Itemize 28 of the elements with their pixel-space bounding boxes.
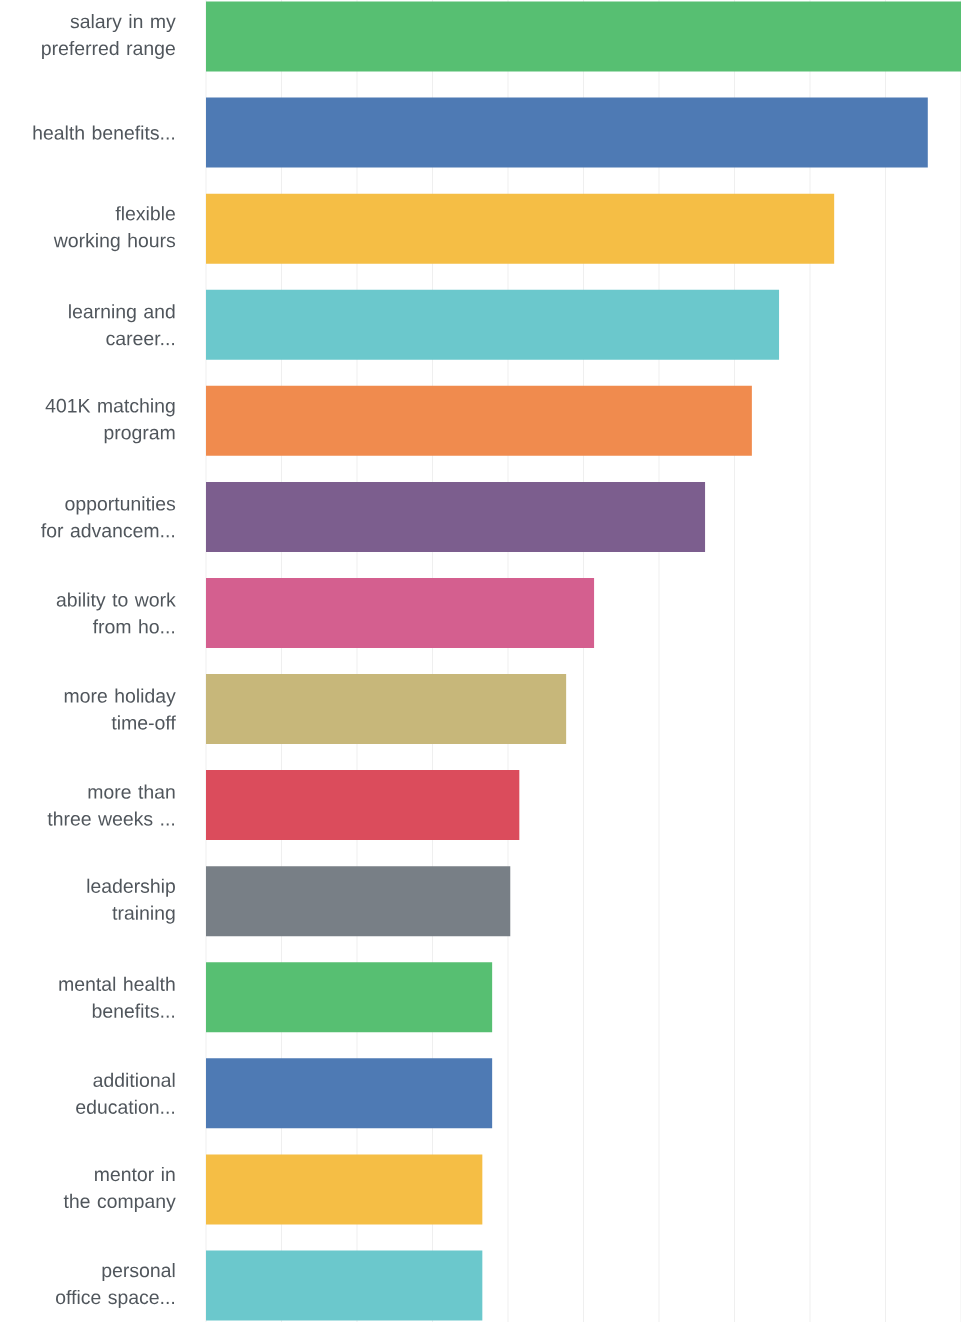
- bar: [206, 481, 706, 552]
- y-tick-label: more than three weeks ...: [47, 784, 175, 826]
- y-tick-label: ability to work from ho...: [56, 592, 176, 634]
- bar: [206, 962, 493, 1033]
- y-tick-label: mentor in the company: [63, 1166, 176, 1212]
- y-tick-label: personal office space...: [56, 1263, 175, 1309]
- bar: [206, 770, 520, 841]
- y-tick-label: additional education...: [76, 1072, 175, 1114]
- y-tick-label: health benefits...: [33, 125, 175, 140]
- bar: [206, 385, 752, 456]
- y-tick-label: flexible working hours: [53, 206, 176, 252]
- bar: [206, 674, 567, 745]
- bar: [206, 289, 780, 360]
- y-tick-label: mental health benefits...: [59, 976, 175, 1018]
- bar: [206, 577, 595, 648]
- bar: [206, 866, 511, 937]
- bar: [206, 1154, 483, 1225]
- y-tick-label: opportunities for advancem...: [41, 496, 176, 538]
- y-tick-label: 401K matching program: [45, 398, 175, 444]
- bar: [206, 1, 961, 72]
- bar: [206, 97, 928, 168]
- y-tick-label: salary in my preferred range: [42, 14, 176, 60]
- y-tick-label: leadership training: [87, 878, 175, 924]
- y-tick-label: more holiday time-off: [64, 688, 176, 730]
- bar: [206, 1058, 493, 1129]
- y-tick-label: learning and career...: [69, 304, 175, 346]
- bar: [206, 1250, 483, 1321]
- bar: [206, 193, 835, 264]
